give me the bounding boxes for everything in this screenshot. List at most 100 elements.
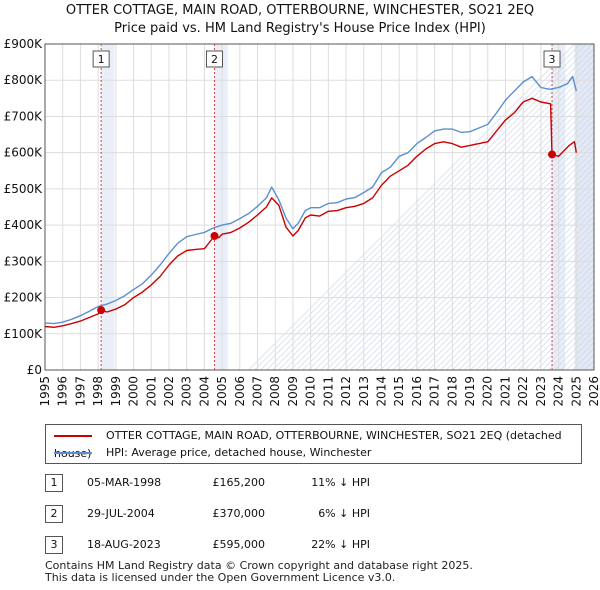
legend: OTTER COTTAGE, MAIN ROAD, OTTERBOURNE, W… — [45, 424, 582, 464]
x-tick-label: 2017 — [428, 376, 442, 407]
x-tick-label: 2014 — [374, 376, 388, 407]
forecast-hatch — [416, 186, 600, 371]
y-tick-label: £600K — [4, 146, 44, 160]
x-tick-label: 1996 — [56, 376, 70, 407]
sale-number: 2 — [45, 505, 63, 523]
sale-date: 18-AUG-2023 — [87, 538, 161, 551]
sale-band — [101, 44, 115, 370]
sale-marker-box — [205, 50, 223, 68]
x-tick-label: 2012 — [339, 376, 353, 407]
x-tick-label: 2022 — [516, 376, 530, 407]
x-tick-label: 2006 — [233, 376, 247, 407]
y-tick-label: £100K — [4, 327, 44, 341]
sale-marker-box — [543, 50, 561, 68]
forecast-hatch — [446, 216, 600, 371]
forecast-hatch — [422, 192, 600, 371]
forecast-hatch — [452, 222, 600, 371]
sale-hpi-diff: 11% ↓ HPI — [311, 476, 370, 489]
property-price-line — [44, 97, 577, 328]
x-tick-label: 2019 — [463, 376, 477, 407]
y-tick-label: £200K — [4, 291, 44, 305]
forecast-hatch — [500, 270, 600, 371]
sale-price: £165,200 — [212, 476, 266, 489]
sale-point — [548, 150, 557, 159]
forecast-hatch — [356, 126, 600, 371]
forecast-hatch — [254, 43, 581, 371]
x-tick-label: 2004 — [197, 376, 211, 407]
forecast-hatch — [470, 240, 600, 371]
legend-swatch-property — [54, 435, 92, 437]
sale-price: £595,000 — [212, 538, 266, 551]
sale-row: 2 29-JUL-2004 £370,000 6% ↓ HPI — [45, 505, 385, 525]
forecast-hatch — [530, 300, 600, 371]
chart-subtitle: Price paid vs. HM Land Registry's House … — [114, 21, 486, 36]
x-tick-label: 2007 — [251, 376, 265, 407]
legend-label-hpi: HPI: Average price, detached house, Winc… — [106, 446, 372, 459]
y-tick-label: £0 — [27, 363, 42, 377]
footer-licence: This data is licensed under the Open Gov… — [45, 571, 396, 584]
forecast-hatch — [476, 246, 600, 371]
forecast-hatch — [524, 294, 600, 371]
plot-border — [44, 43, 595, 371]
forecast-hatch — [512, 282, 600, 371]
forecast-hatch — [296, 66, 600, 371]
forecast-hatch — [386, 156, 600, 371]
x-tick-label: 2021 — [498, 376, 512, 407]
x-tick-label: 2008 — [268, 376, 282, 407]
sale-hpi-diff: 6% ↓ HPI — [318, 507, 370, 520]
x-tick-label: 2018 — [445, 376, 459, 407]
y-tick-label: £900K — [4, 37, 44, 51]
forecast-hatch — [458, 228, 600, 371]
y-tick-label: £400K — [4, 218, 44, 232]
y-tick-label: £300K — [4, 254, 44, 268]
x-tick-label: 1999 — [109, 376, 123, 407]
sale-marker-number: 3 — [549, 53, 556, 66]
forecast-hatch — [440, 210, 600, 371]
forecast-hatch — [374, 144, 600, 371]
forecast-hatch — [302, 72, 600, 371]
sale-point — [97, 306, 106, 315]
sale-number: 3 — [45, 536, 63, 554]
footer-copyright: Contains HM Land Registry data © Crown c… — [45, 559, 473, 572]
forecast-hatch — [488, 258, 600, 371]
forecast-hatch — [272, 43, 599, 371]
forecast-hatch — [332, 102, 600, 371]
forecast-hatch — [506, 276, 600, 371]
forecast-hatch — [368, 138, 600, 371]
forecast-hatch — [428, 198, 600, 371]
forecast-hatch — [404, 174, 600, 371]
forecast-hatch — [464, 234, 600, 371]
sale-marker-number: 2 — [211, 53, 218, 66]
y-tick-label: £500K — [4, 182, 44, 196]
x-tick-label: 2026 — [587, 376, 600, 407]
sale-date: 29-JUL-2004 — [87, 507, 155, 520]
chart-title: OTTER COTTAGE, MAIN ROAD, OTTERBOURNE, W… — [65, 3, 535, 18]
hpi-line — [44, 75, 577, 325]
forecast-hatch — [266, 43, 593, 371]
legend-item-hpi: HPI: Average price, detached house, Winc… — [54, 444, 371, 462]
sale-band — [214, 44, 228, 370]
legend-swatch-hpi — [54, 452, 92, 454]
price-chart: £0 £100K £200K £300K £400K £500K £600K £700K £80… — [4, 37, 600, 407]
sale-number: 1 — [45, 474, 63, 492]
forecast-hatch — [314, 84, 600, 371]
forecast-hatch — [248, 43, 575, 371]
sale-row: 3 18-AUG-2023 £595,000 22% ↓ HPI — [45, 536, 385, 556]
sale-price: £370,000 — [212, 507, 266, 520]
forecast-hatch — [518, 288, 600, 371]
x-tick-label: 1995 — [38, 376, 52, 407]
sale-marker-box — [92, 50, 110, 68]
forecast-hatch — [482, 252, 600, 371]
x-tick-label: 2000 — [127, 376, 141, 407]
x-tick-label: 2002 — [162, 376, 176, 407]
x-tick-label: 1997 — [73, 376, 87, 407]
sale-marker-number: 1 — [98, 53, 105, 66]
forecast-hatch — [410, 180, 600, 371]
x-tick-label: 2003 — [180, 376, 194, 407]
sale-row: 1 05-MAR-1998 £165,200 11% ↓ HPI — [45, 474, 385, 494]
x-tick-label: 2001 — [144, 376, 158, 407]
forecast-hatch — [320, 90, 600, 371]
y-tick-label: £700K — [4, 109, 44, 123]
x-tick-label: 2024 — [552, 376, 566, 407]
x-tick-label: 2025 — [569, 376, 583, 407]
